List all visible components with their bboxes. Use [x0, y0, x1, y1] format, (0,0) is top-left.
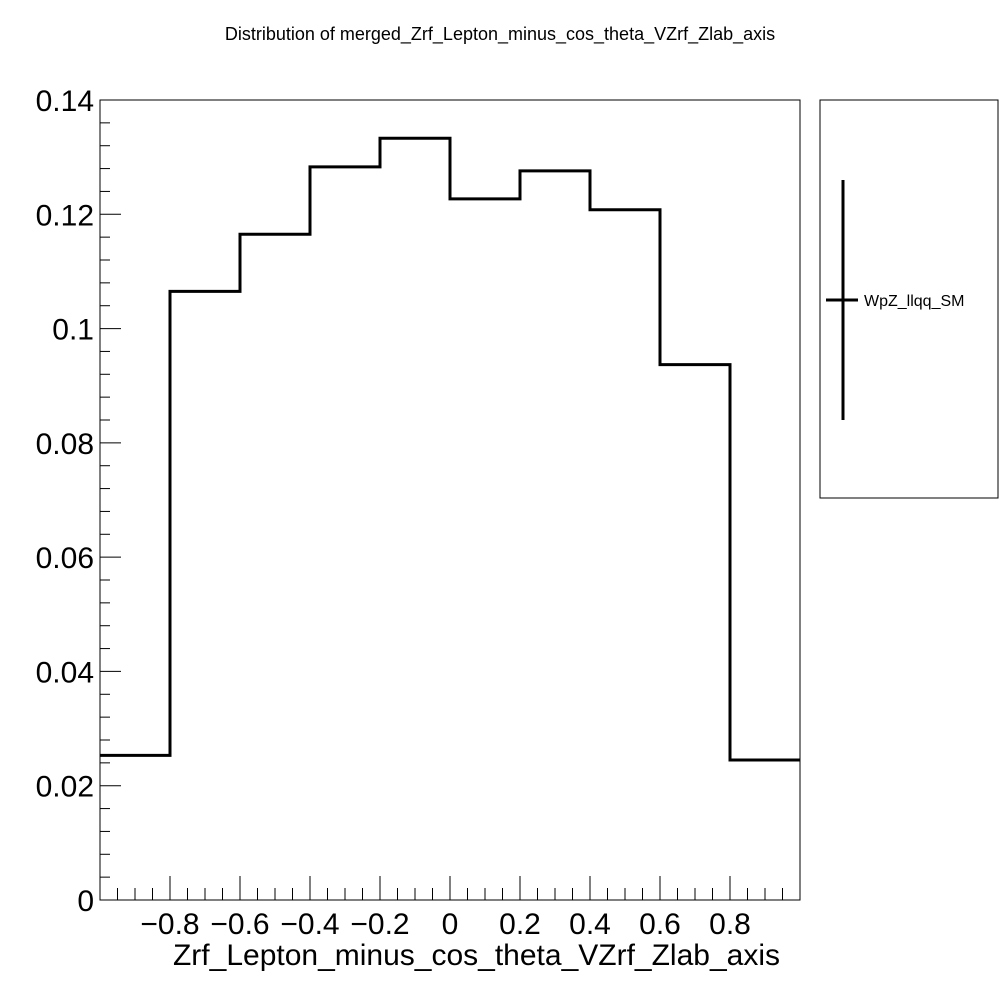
- x-tick-label: 0.4: [569, 908, 611, 941]
- x-tick-label: 0.2: [499, 908, 541, 941]
- y-tick-label: 0.06: [36, 542, 94, 575]
- y-tick-label: 0.02: [36, 771, 94, 804]
- chart-title: Distribution of merged_Zrf_Lepton_minus_…: [225, 24, 775, 45]
- y-tick-label: 0.04: [36, 656, 94, 689]
- x-axis-title: Zrf_Lepton_minus_cos_theta_VZrf_Zlab_axi…: [173, 939, 780, 972]
- x-tick-label: −0.6: [210, 908, 269, 941]
- histogram-series-line: [100, 136, 800, 762]
- y-tick-label: 0.08: [36, 428, 94, 461]
- y-tick-label: 0.12: [36, 199, 94, 232]
- x-tick-label: −0.8: [140, 908, 199, 941]
- plot-frame: [99, 99, 801, 901]
- legend-entry-label: WpZ_llqq_SM: [864, 293, 964, 310]
- y-tick-label: 0.1: [52, 314, 94, 347]
- y-tick-label: 0.14: [36, 85, 94, 118]
- x-tick-label: −0.4: [280, 908, 339, 941]
- x-tick-label: 0: [442, 908, 459, 941]
- y-tick-label: 0: [77, 885, 94, 918]
- x-tick-label: −0.2: [350, 908, 409, 941]
- x-tick-label: 0.8: [709, 908, 751, 941]
- legend: WpZ_llqq_SM: [819, 99, 999, 499]
- x-tick-label: 0.6: [639, 908, 681, 941]
- x-axis: −0.8 −0.6 −0.4 −0.2 0 0.2 0.4 0.6 0.8: [117, 876, 783, 941]
- y-axis: 0 0.02 0.04 0.06 0.08 0.1 0.12 0.14: [36, 85, 121, 918]
